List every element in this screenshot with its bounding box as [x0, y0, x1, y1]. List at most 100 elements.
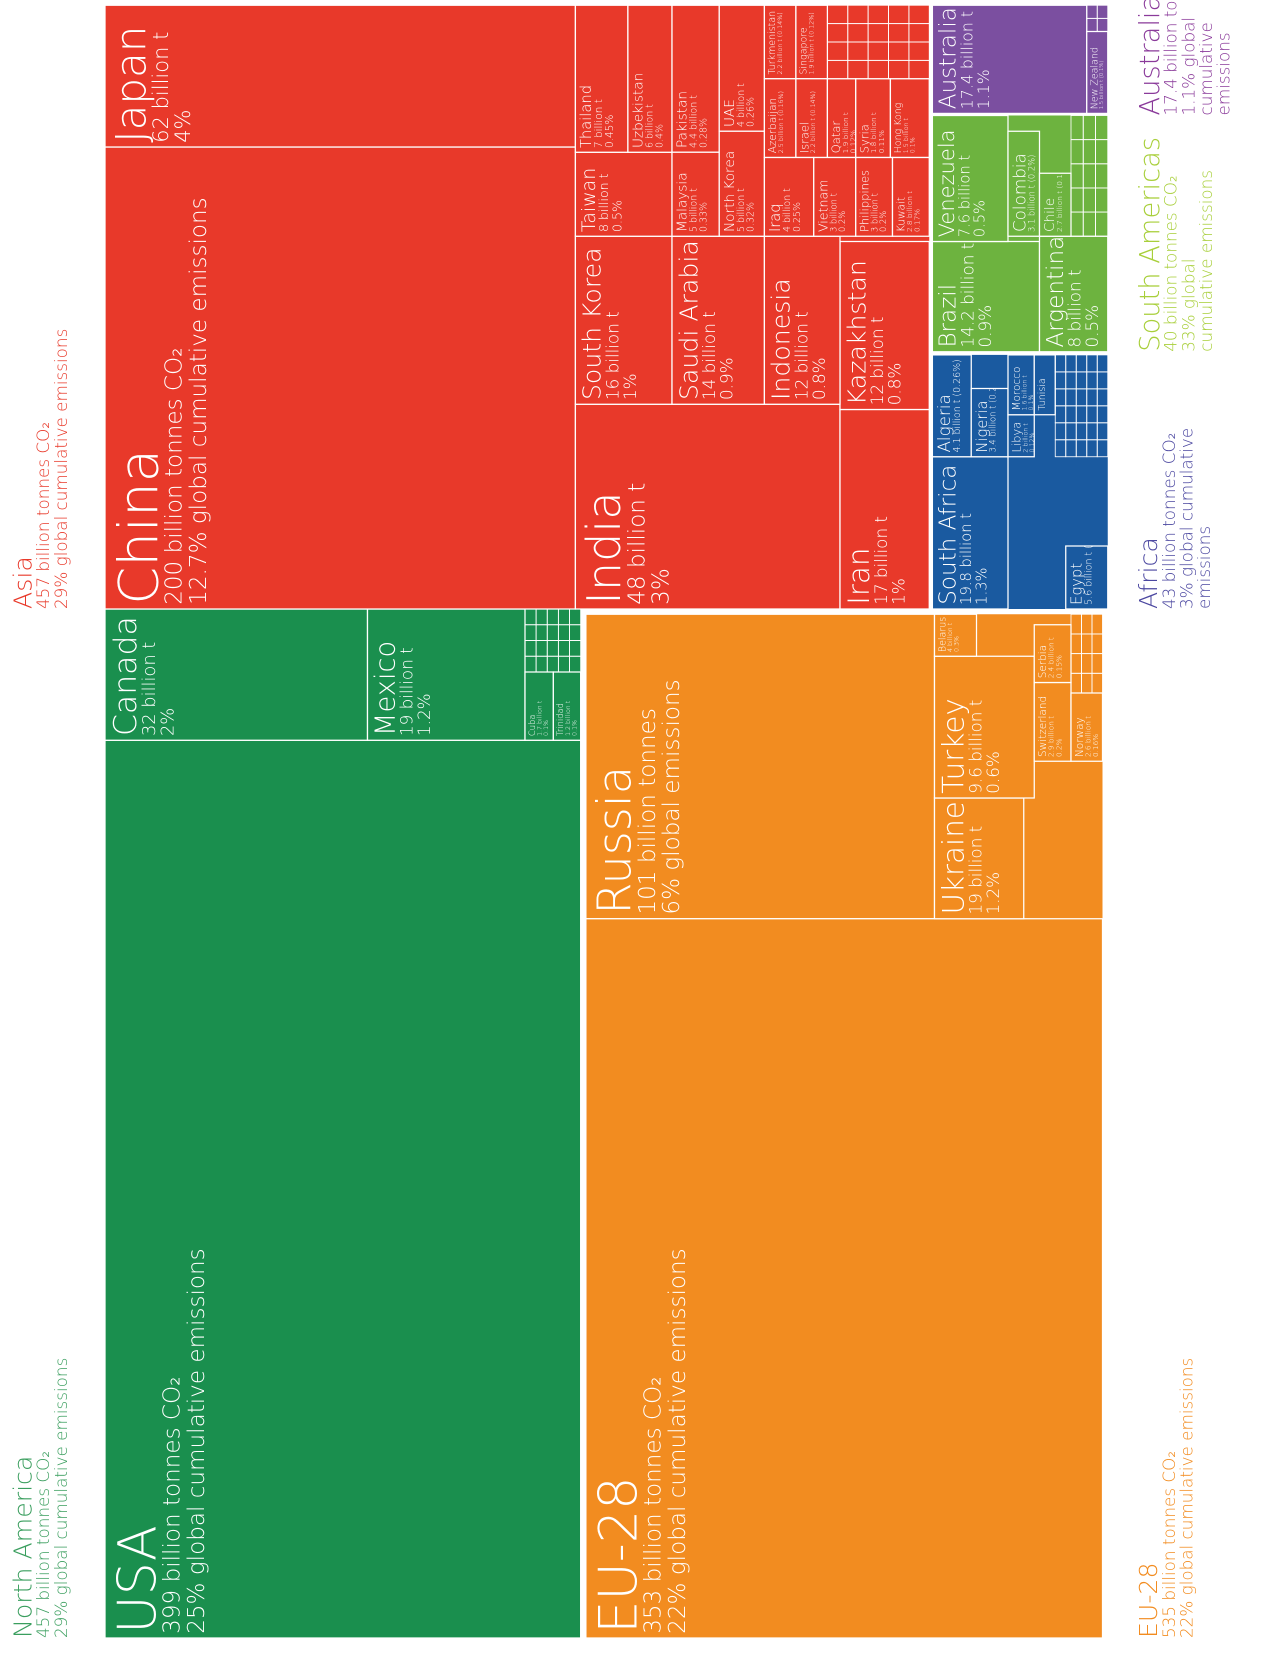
item-detail: 14 billion t — [699, 311, 719, 400]
cell-rect — [839, 408, 930, 610]
small-cell — [1096, 439, 1109, 458]
item-name: Vietnam — [815, 180, 830, 233]
item-detail: 0.9% — [717, 357, 737, 400]
item-detail: 4 billion t — [782, 188, 793, 232]
item-detail: 0.16% — [1091, 734, 1100, 757]
item-detail: 0.6% — [983, 751, 1003, 794]
cell-rect — [1033, 624, 1072, 684]
cell-rect — [763, 156, 815, 237]
item-detail: 17.4 billion to — [1161, 0, 1181, 115]
item-detail: 4.1 billion t (0.26%) — [952, 359, 963, 452]
item-detail: 0.2% — [837, 211, 847, 232]
item-detail: 1.8 billion t — [869, 112, 878, 153]
item-name: Qatar — [829, 121, 843, 154]
item-name: Africa — [1134, 537, 1163, 609]
item-detail: 2.2 billion t (0.14%) — [777, 12, 784, 74]
item-detail: 0.26% — [746, 97, 757, 127]
item-detail: 3.1 billion t (0.2%) — [1026, 155, 1036, 232]
cell-rect — [933, 613, 978, 657]
item-detail: 2 billion t — [1022, 423, 1029, 453]
item-name: Ukraine — [937, 801, 971, 914]
item-name: EU-28 — [1134, 1562, 1163, 1638]
item-detail: 9.6 billion t — [965, 700, 985, 794]
item-detail: 40 billion tonnes CO₂ — [1161, 175, 1181, 351]
item-name: Algeria — [934, 394, 954, 452]
cell-rect — [839, 240, 930, 411]
item-detail: 12.7% global cumulative emissions — [186, 197, 212, 605]
item-detail: 4 billion t — [947, 622, 954, 652]
item-name: Australia — [1135, 0, 1166, 115]
cell-rect — [718, 130, 766, 237]
cell-rect — [931, 354, 972, 458]
item-detail: 25% global cumulative emissions — [184, 1248, 210, 1634]
small-cell — [1091, 672, 1103, 694]
item-detail: 3% global cumulative — [1176, 428, 1196, 609]
item-name: New Zealand — [1090, 47, 1101, 109]
item-detail: 2.7 billion t (0.17%) — [1055, 159, 1064, 232]
cell-rect — [671, 151, 720, 237]
cell-rect — [104, 608, 369, 741]
item-detail: 7.6 billion t — [956, 155, 973, 238]
cell-rect — [1065, 545, 1109, 610]
item-detail: 1% — [620, 373, 640, 400]
item-name: Egypt — [1068, 563, 1085, 605]
cell-rect — [931, 114, 1009, 243]
item-detail: 2.6 billion t — [1083, 716, 1092, 757]
small-cell — [1095, 211, 1109, 237]
item-name: Syria — [857, 124, 871, 153]
small-cell — [569, 655, 582, 673]
cell-rect — [574, 403, 841, 610]
item-detail: 0.9% — [975, 305, 995, 348]
item-name: Nigeria — [974, 401, 991, 453]
item-detail: 43 billion tonnes CO₂ — [1159, 433, 1179, 609]
cell-labels: Tunisia — [1037, 378, 1048, 410]
item-name: South Americas — [1135, 137, 1166, 352]
item-detail: 0.1% — [909, 137, 916, 153]
item-detail: 0.5% — [972, 200, 989, 237]
item-detail: 1.9 billion t — [841, 112, 850, 153]
cell-rect — [763, 4, 797, 80]
treemap-cell: Cuba 1.7 billion t 0.1% — [524, 671, 554, 741]
item-detail: 0.33% — [699, 202, 710, 232]
item-detail: 3.4 billion t (0.21%) — [988, 370, 998, 453]
item-detail: 3% — [649, 568, 675, 605]
item-name: Argentina — [1043, 236, 1069, 348]
